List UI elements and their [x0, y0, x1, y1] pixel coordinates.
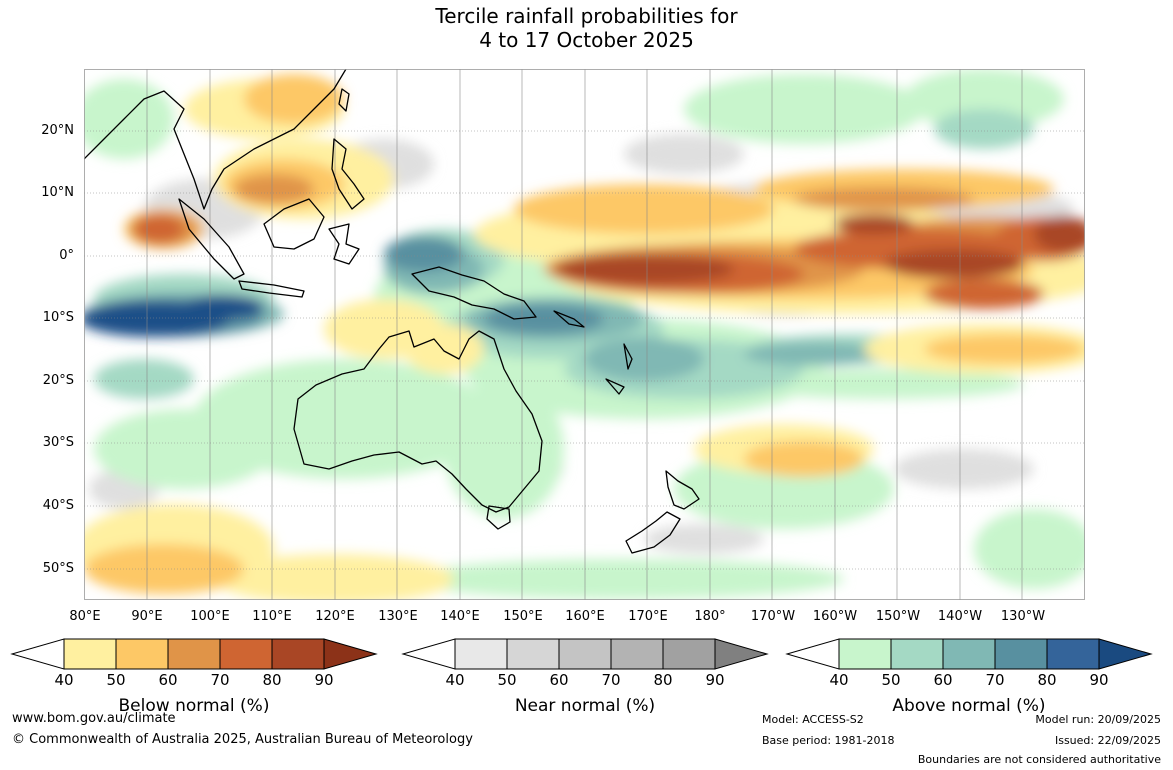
colorbar-lower-extend — [10, 638, 65, 670]
colorbar-upper-extend — [1098, 638, 1153, 670]
near-normal-colorbar — [401, 638, 769, 670]
lat-label: 20°N — [41, 123, 74, 138]
lon-label: 90°E — [131, 609, 163, 624]
lon-label: 130°W — [1000, 609, 1046, 624]
colorbar-swatch — [558, 638, 612, 670]
colorbar-swatch — [115, 638, 169, 670]
lon-label: 110°E — [252, 609, 292, 624]
colorbar-tick: 60 — [549, 671, 569, 689]
sulawesi-coastline — [328, 223, 360, 265]
colorbar-swatch — [219, 638, 273, 670]
colorbar-tick: 40 — [829, 671, 849, 689]
colorbar-tick: 60 — [158, 671, 178, 689]
colorbar-swatch — [506, 638, 560, 670]
colorbar-tick: 70 — [601, 671, 621, 689]
sumatra-coastline — [178, 198, 245, 280]
lon-label: 120°E — [315, 609, 355, 624]
lon-label: 100°E — [190, 609, 230, 624]
coastlines — [84, 69, 700, 554]
colorbar-tick: 80 — [653, 671, 673, 689]
below-normal-colorbar — [10, 638, 378, 670]
footer-model: Model: ACCESS-S2 — [762, 713, 864, 726]
colorbar-swatch — [63, 638, 117, 670]
footer-base-period: Base period: 1981-2018 — [762, 734, 895, 747]
philippines-coastline — [331, 138, 365, 210]
colorbar-swatch — [1046, 638, 1100, 670]
title-line-1: Tercile rainfall probabilities for — [435, 4, 738, 28]
footer-model-run: Model run: 20/09/2025 — [1035, 713, 1161, 726]
java-coastline — [238, 280, 305, 298]
near-normal-title: Near normal (%) — [514, 696, 656, 716]
colorbar-tick: 90 — [705, 671, 725, 689]
above-normal-title: Above normal (%) — [892, 696, 1046, 716]
lon-label: 160°E — [565, 609, 605, 624]
lon-label: 170°W — [750, 609, 796, 624]
colorbar-swatch — [942, 638, 996, 670]
colorbar-tick: 80 — [1037, 671, 1057, 689]
lat-label: 0° — [59, 248, 74, 263]
new-zealand-coastline — [625, 470, 700, 554]
lon-label: 150°E — [503, 609, 543, 624]
colorbar-tick: 70 — [210, 671, 230, 689]
colorbar-tick: 90 — [314, 671, 334, 689]
footer-copyright: © Commonwealth of Australia 2025, Austra… — [12, 732, 473, 747]
taiwan-coastline — [338, 88, 350, 112]
graticule — [84, 130, 1085, 570]
asia-coastline — [84, 69, 347, 210]
colorbar-tick: 50 — [881, 671, 901, 689]
colorbar-swatch — [994, 638, 1048, 670]
colorbar-lower-extend — [785, 638, 840, 670]
colorbar-swatch — [271, 638, 325, 670]
australia-coastline — [293, 330, 543, 513]
colorbar-tick: 40 — [54, 671, 74, 689]
lon-label: 140°W — [937, 609, 983, 624]
footer-disclaimer: Boundaries are not considered authoritat… — [917, 753, 1161, 766]
colorbar-tick: 80 — [262, 671, 282, 689]
lon-label: 140°E — [440, 609, 480, 624]
lon-label: 130°E — [378, 609, 418, 624]
colorbar-swatch — [454, 638, 508, 670]
colorbar-tick: 50 — [497, 671, 517, 689]
lon-label: 80°E — [69, 609, 101, 624]
footer-url[interactable]: www.bom.gov.au/climate — [12, 711, 176, 726]
borneo-coastline — [263, 198, 325, 250]
lat-label: 30°S — [42, 435, 74, 450]
lat-label: 20°S — [42, 373, 74, 388]
title-line-2: 4 to 17 October 2025 — [479, 28, 694, 52]
colorbar-tick: 50 — [106, 671, 126, 689]
colorbar-upper-extend — [323, 638, 378, 670]
below-normal-title: Below normal (%) — [118, 696, 270, 716]
map-title: Tercile rainfall probabilities for 4 to … — [0, 4, 1173, 52]
lat-label: 40°S — [42, 498, 74, 513]
lon-label: 180° — [694, 609, 726, 624]
new-guinea-coastline — [411, 266, 537, 320]
colorbar-tick: 40 — [445, 671, 465, 689]
colorbar-swatch — [838, 638, 892, 670]
colorbar-tick: 70 — [985, 671, 1005, 689]
lon-label: 170°E — [628, 609, 668, 624]
colorbar-lower-extend — [401, 638, 456, 670]
colorbar-swatch — [610, 638, 664, 670]
tasmania-coastline — [486, 505, 511, 530]
colorbar-tick: 90 — [1089, 671, 1109, 689]
colorbar-swatch — [662, 638, 716, 670]
colorbar-upper-extend — [714, 638, 769, 670]
above-normal-colorbar — [785, 638, 1153, 670]
lon-label: 150°W — [875, 609, 921, 624]
colorbar-swatch — [890, 638, 944, 670]
footer-issued: Issued: 22/09/2025 — [1054, 734, 1161, 747]
probability-fields — [84, 69, 1085, 600]
rainfall-probability-map — [84, 69, 1085, 600]
lon-label: 160°W — [812, 609, 858, 624]
colorbar-swatch — [167, 638, 221, 670]
lat-label: 10°S — [42, 310, 74, 325]
colorbar-tick: 60 — [933, 671, 953, 689]
lat-label: 50°S — [42, 561, 74, 576]
lat-label: 10°N — [41, 185, 74, 200]
